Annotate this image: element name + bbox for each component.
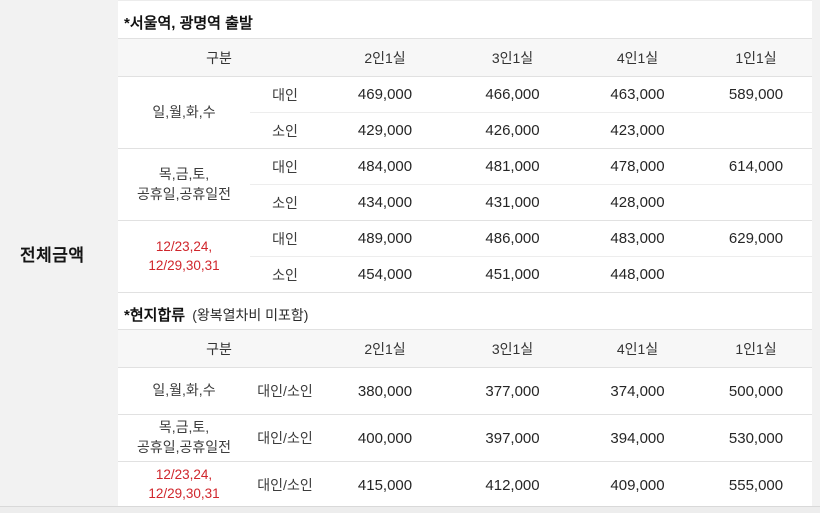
- price-cell: 489,000: [320, 220, 451, 257]
- column-header-3-per-room: 3인1실: [450, 38, 576, 77]
- day-cell: 목,금,토, 공휴일,공휴일전: [118, 148, 250, 221]
- column-header-4-per-room: 4인1실: [575, 329, 701, 368]
- fare-type-cell: 대인/소인: [250, 414, 321, 462]
- table-row: 목,금,토, 공휴일,공휴일전 대인 484,000 481,000 478,0…: [118, 148, 813, 221]
- price-cell: 454,000: [320, 256, 451, 293]
- price-cell: 478,000: [575, 148, 701, 185]
- price-cell: 448,000: [575, 256, 701, 293]
- price-cell: 481,000: [450, 148, 576, 185]
- row-header-total-amount: 전체금액: [0, 0, 118, 506]
- table-row: 목,금,토, 공휴일,공휴일전 대인/소인 400,000 397,000 39…: [118, 414, 813, 462]
- price-cell: 463,000: [575, 76, 701, 113]
- section-title-departure: *서울역, 광명역 출발: [118, 1, 812, 38]
- column-header-3-per-room: 3인1실: [450, 329, 576, 368]
- section-title-local-join: *현지합류 (왕복열차비 미포함): [118, 293, 812, 329]
- section-title-local-join-text: *현지합류: [124, 307, 186, 324]
- price-table-local-join: 구분 2인1실 3인1실 4인1실 1인1실 일,월,화,수 대인/소인 380…: [118, 329, 813, 509]
- price-cell: 400,000: [320, 414, 451, 462]
- column-header-1-per-room: 1인1실: [700, 329, 813, 368]
- section-divider: [0, 506, 820, 513]
- price-cell: [700, 256, 813, 293]
- column-header-2-per-room: 2인1실: [320, 329, 451, 368]
- price-cell: 394,000: [575, 414, 701, 462]
- price-panel: *서울역, 광명역 출발 구분 2인1실 3인1실 4인1실 1인1실 일,월,…: [118, 0, 813, 509]
- price-cell: 377,000: [450, 367, 576, 415]
- column-header-4-per-room: 4인1실: [575, 38, 701, 77]
- day-cell-peak-dates: 12/23,24, 12/29,30,31: [118, 220, 250, 293]
- price-cell: 397,000: [450, 414, 576, 462]
- price-cell: 426,000: [450, 112, 576, 149]
- fare-type-cell: 소인: [250, 256, 321, 293]
- price-cell: 629,000: [700, 220, 813, 257]
- price-cell: 500,000: [700, 367, 813, 415]
- fare-type-cell: 대인: [250, 220, 321, 257]
- price-cell: 428,000: [575, 184, 701, 221]
- fare-type-cell: 소인: [250, 184, 321, 221]
- price-cell: [700, 184, 813, 221]
- fare-type-cell: 대인: [250, 148, 321, 185]
- price-cell: 409,000: [575, 461, 701, 509]
- table-row: 12/23,24, 12/29,30,31 대인 489,000 486,000…: [118, 220, 813, 293]
- day-cell: 일,월,화,수: [118, 76, 250, 149]
- price-cell: 380,000: [320, 367, 451, 415]
- section-title-departure-text: *서울역, 광명역 출발: [124, 15, 253, 32]
- price-cell: 614,000: [700, 148, 813, 185]
- total-amount-label: 전체금액: [20, 245, 85, 265]
- day-cell: 목,금,토, 공휴일,공휴일전: [118, 414, 250, 462]
- price-cell: 484,000: [320, 148, 451, 185]
- fare-type-cell: 대인/소인: [250, 461, 321, 509]
- price-cell: 423,000: [575, 112, 701, 149]
- price-cell: 530,000: [700, 414, 813, 462]
- price-cell: 429,000: [320, 112, 451, 149]
- price-cell: 466,000: [450, 76, 576, 113]
- day-cell-peak-dates: 12/23,24, 12/29,30,31: [118, 461, 250, 509]
- price-cell: 434,000: [320, 184, 451, 221]
- price-cell: 469,000: [320, 76, 451, 113]
- price-cell: 451,000: [450, 256, 576, 293]
- price-cell: 486,000: [450, 220, 576, 257]
- price-table-departure: 구분 2인1실 3인1실 4인1실 1인1실 일,월,화,수 대인 469,00…: [118, 38, 813, 293]
- price-cell: [700, 112, 813, 149]
- price-cell: 555,000: [700, 461, 813, 509]
- table-row: 소인 434,000 431,000 428,000: [118, 184, 813, 221]
- price-cell: 589,000: [700, 76, 813, 113]
- table-row: 소인 454,000 451,000 448,000: [118, 256, 813, 293]
- table-row: 일,월,화,수 대인 469,000 466,000 463,000 589,0…: [118, 76, 813, 149]
- section-title-note: (왕복열차비 미포함): [192, 307, 309, 323]
- table-header-row: 구분 2인1실 3인1실 4인1실 1인1실: [118, 329, 813, 368]
- table-row: 소인 429,000 426,000 423,000: [118, 112, 813, 149]
- column-header-1-per-room: 1인1실: [700, 38, 813, 77]
- fare-type-cell: 대인: [250, 76, 321, 113]
- fare-type-cell: 소인: [250, 112, 321, 149]
- day-cell: 일,월,화,수: [118, 367, 250, 415]
- price-cell: 415,000: [320, 461, 451, 509]
- table-row: 일,월,화,수 대인/소인 380,000 377,000 374,000 50…: [118, 367, 813, 415]
- price-cell: 431,000: [450, 184, 576, 221]
- fare-type-cell: 대인/소인: [250, 367, 321, 415]
- column-header-2-per-room: 2인1실: [320, 38, 451, 77]
- table-header-row: 구분 2인1실 3인1실 4인1실 1인1실: [118, 38, 813, 77]
- price-cell: 374,000: [575, 367, 701, 415]
- table-row: 12/23,24, 12/29,30,31 대인/소인 415,000 412,…: [118, 461, 813, 509]
- column-header-category: 구분: [118, 329, 321, 368]
- price-cell: 412,000: [450, 461, 576, 509]
- column-header-category: 구분: [118, 38, 321, 77]
- price-cell: 483,000: [575, 220, 701, 257]
